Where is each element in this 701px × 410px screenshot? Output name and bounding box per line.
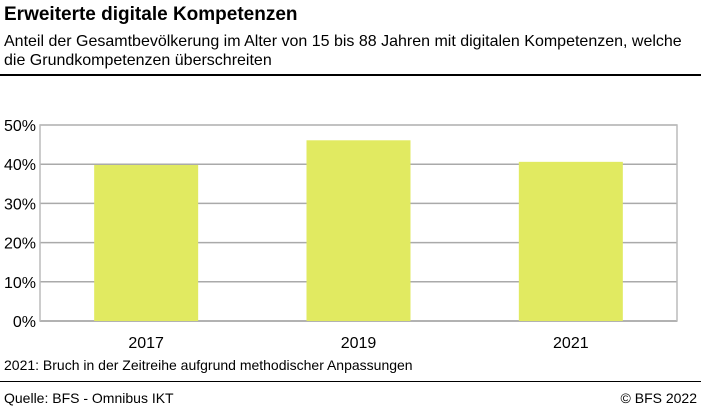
x-tick-label: 2019 <box>341 335 377 352</box>
x-tick-label: 2021 <box>553 335 589 352</box>
y-tick-label: 30% <box>4 196 36 213</box>
bar-2017 <box>94 164 199 321</box>
y-tick-label: 0% <box>13 314 36 331</box>
bar-chart: 0% 10% 20% 30% 40% 50% 2017 2019 2021 <box>4 118 678 352</box>
y-tick-label: 40% <box>4 157 36 174</box>
y-tick-label: 10% <box>4 275 36 292</box>
bar-2021 <box>518 161 623 321</box>
y-tick-label: 50% <box>4 118 36 135</box>
chart-title: Erweiterte digitale Kompetenzen <box>4 4 298 25</box>
bottom-divider <box>0 381 701 382</box>
chart-subtitle: Anteil der Gesamtbevölkerung im Alter vo… <box>4 33 682 69</box>
source-text: Quelle: BFS - Omnibus IKT <box>4 390 174 406</box>
chart-note: 2021: Bruch in der Zeitreihe aufgrund me… <box>4 357 413 373</box>
y-tick-label: 20% <box>4 236 36 253</box>
x-tick-label: 2017 <box>128 335 164 352</box>
bar-2019 <box>306 140 411 321</box>
copyright-text: © BFS 2022 <box>620 390 697 406</box>
top-divider <box>0 74 701 76</box>
